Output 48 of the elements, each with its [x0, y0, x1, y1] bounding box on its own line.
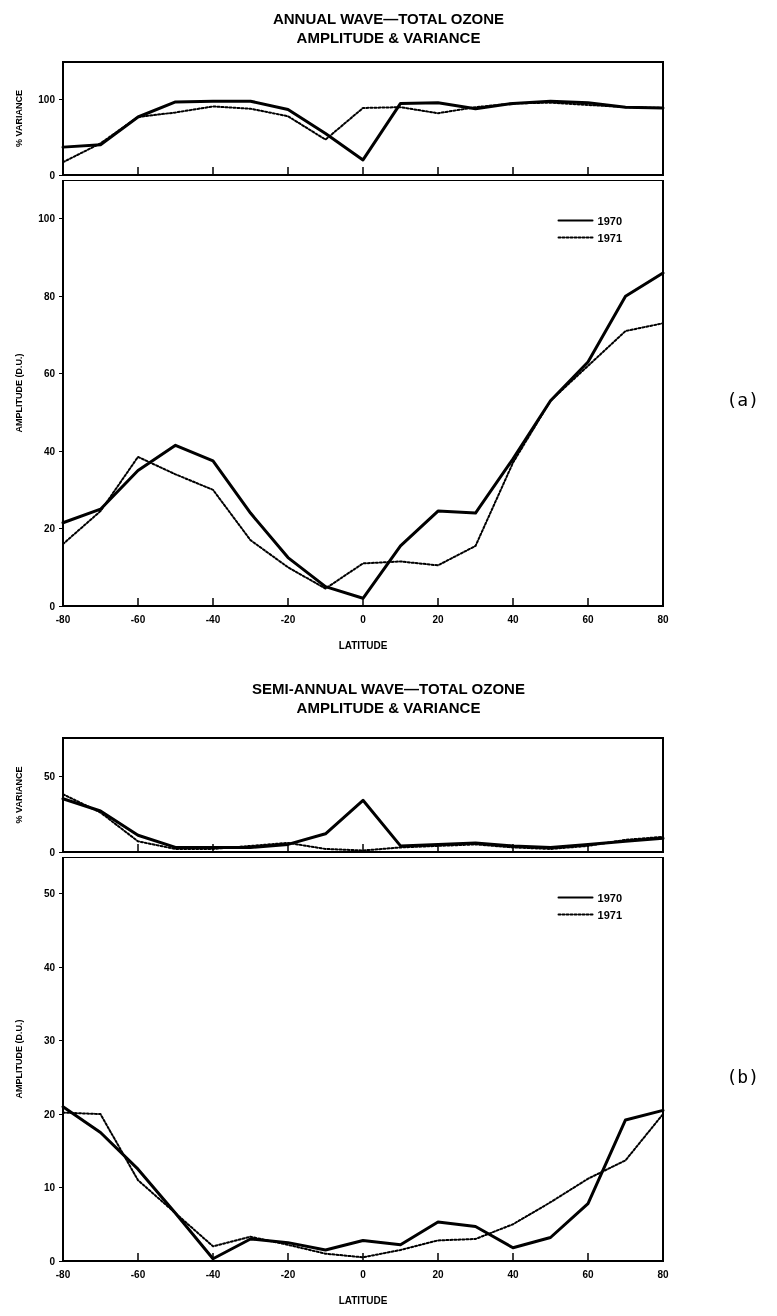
- x-tick-label: -20: [280, 1268, 296, 1280]
- x-tick-label: 20: [432, 613, 444, 625]
- chart-title: ANNUAL WAVE—TOTAL OZONE AMPLITUDE & VARIANCE: [272, 10, 505, 46]
- y-tick-label: 20: [43, 523, 56, 535]
- x-tick-label: 40: [507, 1268, 519, 1280]
- y-tick-label: 100: [38, 213, 56, 225]
- y-tick-label: 0: [49, 846, 56, 858]
- y-axis-title: % VARIANCE: [13, 766, 24, 824]
- y-tick-label: 50: [43, 888, 56, 900]
- x-tick-label: 0: [360, 613, 367, 625]
- legend-label: 1971: [597, 908, 623, 921]
- y-tick-label: 100: [38, 94, 56, 106]
- x-tick-label: 60: [582, 613, 594, 625]
- text: (a): [726, 388, 759, 410]
- x-tick-label: -40: [205, 1268, 221, 1280]
- x-tick-label: -60: [130, 1268, 146, 1280]
- chart-title: SEMI-ANNUAL WAVE—TOTAL OZONE AMPLITUDE & VARIANCE: [252, 680, 525, 716]
- x-tick-label: 40: [507, 613, 519, 625]
- y-tick-label: 50: [43, 770, 56, 782]
- y-tick-label: 0: [49, 169, 56, 181]
- x-tick-label: -80: [55, 1268, 71, 1280]
- x-tick-label: 20: [432, 1268, 444, 1280]
- x-tick-label: 80: [657, 613, 669, 625]
- y-tick-label: 0: [49, 1255, 56, 1267]
- y-tick-label: 20: [43, 1108, 56, 1120]
- y-axis-title: AMPLITUDE (D.U.): [13, 1019, 24, 1099]
- y-axis-title: % VARIANCE: [13, 90, 24, 147]
- x-axis-title: LATITUDE: [338, 1294, 388, 1306]
- text: (b): [726, 1065, 759, 1087]
- legend-label: 1970: [597, 891, 623, 904]
- x-tick-label: 60: [582, 1268, 594, 1280]
- x-tick-label: 80: [657, 1268, 669, 1280]
- y-tick-label: 0: [49, 600, 56, 612]
- x-tick-label: 0: [360, 1268, 367, 1280]
- y-tick-label: 80: [43, 290, 56, 302]
- y-tick-label: 60: [43, 368, 56, 380]
- x-tick-label: -40: [205, 613, 221, 625]
- x-tick-label: -20: [280, 613, 296, 625]
- y-axis-title: AMPLITUDE (D.U.): [13, 353, 24, 433]
- x-axis-title: LATITUDE: [338, 639, 388, 651]
- y-tick-label: 40: [43, 961, 56, 973]
- x-tick-label: -60: [130, 613, 146, 625]
- y-tick-label: 10: [43, 1182, 56, 1194]
- y-tick-label: 30: [43, 1035, 56, 1047]
- legend-label: 1970: [597, 214, 623, 227]
- y-tick-label: 40: [43, 445, 56, 457]
- legend-label: 1971: [597, 231, 623, 244]
- x-tick-label: -80: [55, 613, 71, 625]
